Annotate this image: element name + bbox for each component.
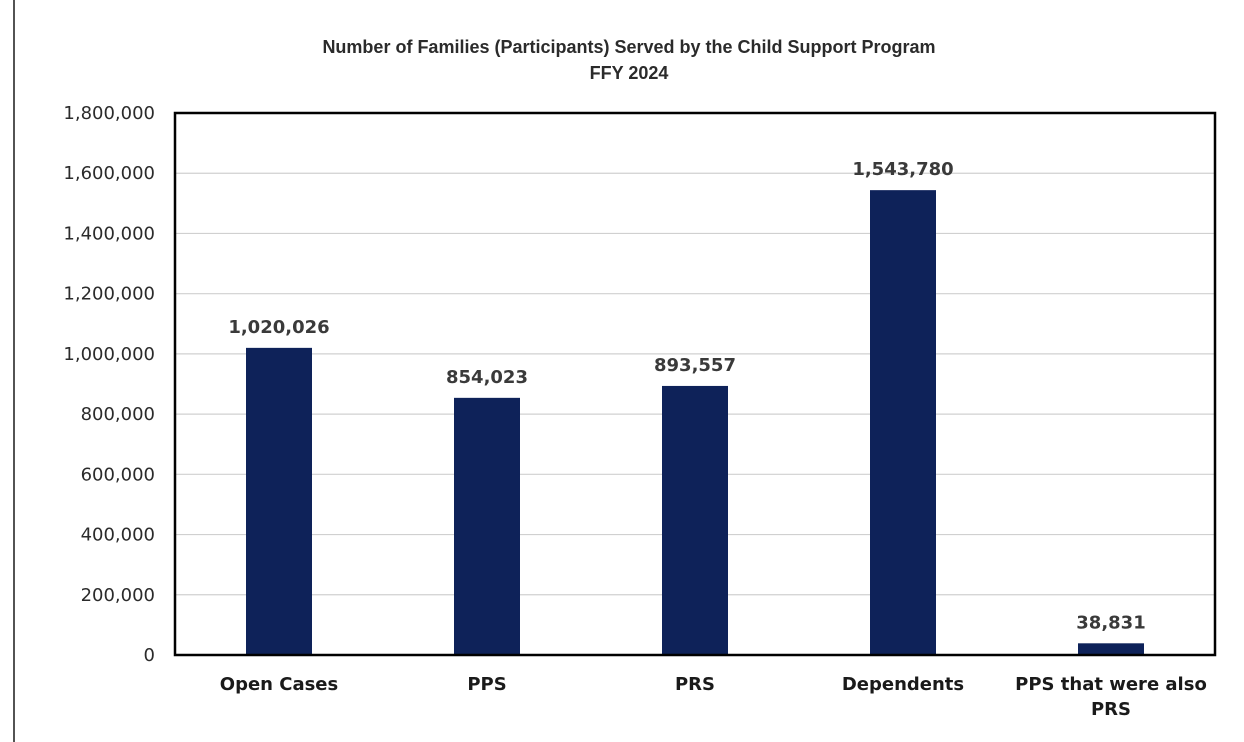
x-tick-label: PPS that were also PRS (1015, 674, 1207, 720)
y-tick-label: 800,000 (81, 404, 155, 425)
x-tick-label-line: Dependents (842, 674, 964, 695)
data-label: 1,020,026 (228, 317, 329, 338)
x-tick-label: Open Cases (220, 674, 338, 695)
chart-title: Number of Families (Participants) Served… (322, 37, 935, 57)
x-axis-tick-labels: Open Cases PPS PRS Dependents PPS that were … (220, 674, 1207, 720)
y-tick-label: 0 (144, 645, 155, 666)
data-label: 893,557 (654, 355, 736, 376)
x-tick-label-line: PRS (675, 674, 715, 695)
data-label: 1,543,780 (852, 159, 953, 180)
chart-frame (13, 0, 1244, 742)
bars (246, 190, 1144, 655)
y-axis-tick-labels: 0 200,000 400,000 600,000 800,000 1,000,000 1,… (63, 103, 155, 666)
bar (246, 347, 312, 655)
y-tick-label: 400,000 (81, 525, 155, 546)
y-tick-label: 1,400,000 (63, 223, 155, 244)
x-tick-label: PPS (467, 674, 506, 695)
y-tick-label: 1,000,000 (63, 344, 155, 365)
y-tick-label: 200,000 (81, 585, 155, 606)
bar (870, 190, 936, 655)
x-tick-label-line: PRS (1091, 699, 1131, 720)
y-tick-label: 1,800,000 (63, 103, 155, 124)
data-label: 38,831 (1076, 612, 1145, 633)
x-tick-label-line: Open Cases (220, 674, 338, 695)
bar (1078, 643, 1144, 655)
y-tick-label: 1,600,000 (63, 163, 155, 184)
data-labels: 1,020,026 854,023 893,557 1,543,780 38,831 (228, 159, 1145, 633)
plot-area-border (173, 111, 1217, 657)
x-tick-label: Dependents (842, 674, 964, 695)
y-tick-label: 600,000 (81, 464, 155, 485)
x-tick-label-line: PPS that were also (1015, 674, 1207, 695)
x-tick-label-line: PPS (467, 674, 506, 695)
y-tick-label: 1,200,000 (63, 284, 155, 305)
chart-subtitle: FFY 2024 (590, 63, 669, 83)
data-label: 854,023 (446, 367, 528, 388)
x-tick-label: PRS (675, 674, 715, 695)
bar (662, 385, 728, 655)
bar (454, 397, 520, 655)
